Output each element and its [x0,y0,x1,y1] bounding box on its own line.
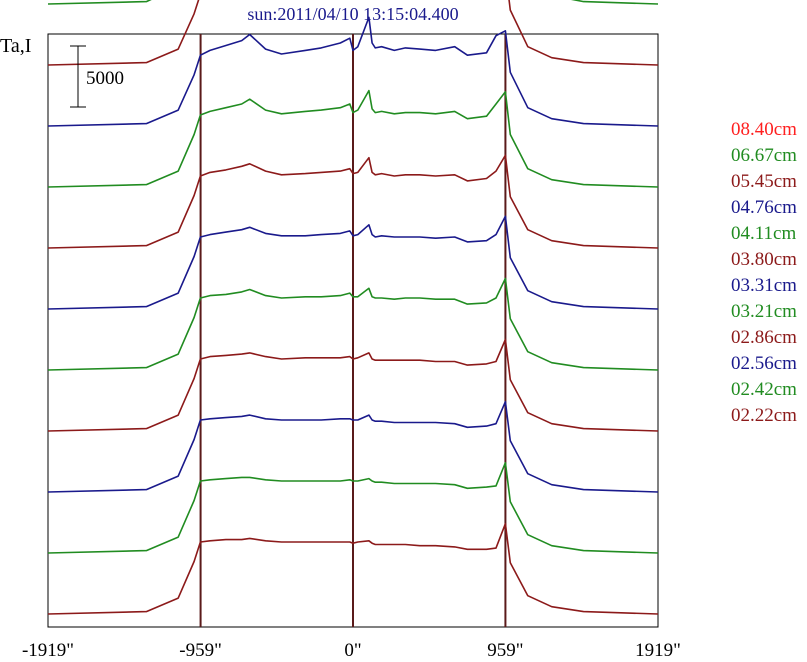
x-tick-label-1: -959" [179,640,222,661]
series-line-8 [47,338,659,432]
legend-entry-4: 04.11cm [731,223,796,244]
series-line-11 [47,522,659,615]
legend-entry-2: 05.45cm [731,171,797,192]
vertical-reference-lines [199,34,507,627]
series-line-9 [47,400,659,493]
x-tick-label-3: 959" [487,640,523,661]
x-tick-labels: -1919" -959" 0" 959" 1919" [22,640,681,661]
scale-bar-label: 5000 [86,68,124,89]
series-lines [47,0,659,615]
legend-entry-11: 02.22cm [731,405,797,426]
series-line-7 [47,277,659,371]
x-tick-label-2: 0" [344,640,361,661]
legend-entry-6: 03.31cm [731,275,797,296]
legend-entry-0: 08.40cm [731,119,797,140]
x-tick-label-4: 1919" [635,640,681,661]
series-line-5 [47,154,659,249]
series-line-4 [47,89,659,188]
series-line-3 [47,16,659,127]
legend-entry-7: 03.21cm [731,301,797,322]
series-line-6 [47,215,659,310]
legend-entry-3: 04.76cm [731,197,797,218]
legend-entry-8: 02.86cm [731,327,797,348]
legend-entry-10: 02.42cm [731,379,797,400]
y-axis-label: Ta,I [0,35,31,57]
legend: 08.40cm 06.67cm 05.45cm 04.76cm 04.11cm 03.80… [731,119,797,426]
x-tick-label-0: -1919" [22,640,74,661]
chart-title: sun:2011/04/10 13:15:04.400 [247,4,458,24]
legend-entry-9: 02.56cm [731,353,797,374]
series-line-10 [47,461,659,554]
legend-entry-1: 06.67cm [731,145,797,166]
scale-bar: 5000 [70,45,124,108]
legend-entry-5: 03.80cm [731,249,797,270]
